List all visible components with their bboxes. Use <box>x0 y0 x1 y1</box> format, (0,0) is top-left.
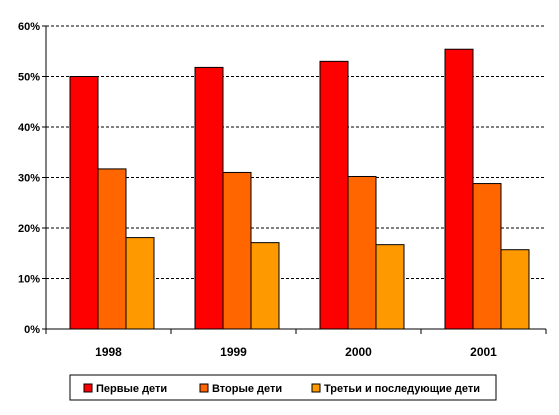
legend: Первые дети Вторые дети Третьи и последующ… <box>69 374 497 401</box>
y-tick-label: 40% <box>18 122 40 134</box>
bar-третьи-1998 <box>125 237 155 330</box>
bar-первые-1999 <box>194 66 224 330</box>
x-tick-label: 1998 <box>95 345 122 359</box>
x-tick-label: 1999 <box>220 345 247 359</box>
legend-swatch <box>199 383 209 393</box>
bar-первые-2001 <box>444 48 474 330</box>
bar-первые-2000 <box>319 60 349 330</box>
bar-вторые-1998 <box>97 168 127 330</box>
y-tick-label: 50% <box>18 72 40 84</box>
bar-вторые-2001 <box>472 183 502 330</box>
y-tick-label: 0% <box>24 324 40 336</box>
x-axis-ticks: 1998 1999 2000 2001 <box>95 345 497 359</box>
bar-третьи-1999 <box>250 242 280 330</box>
legend-swatch <box>83 383 93 393</box>
legend-label: Третьи и последующие дети <box>324 383 480 395</box>
bar-вторые-2000 <box>347 175 377 330</box>
y-tick-label: 30% <box>18 173 40 185</box>
axes <box>42 25 547 334</box>
bar-вторые-1999 <box>222 171 252 330</box>
x-tick-label: 2001 <box>470 345 497 359</box>
bar-первые-1998 <box>69 76 99 330</box>
y-tick-label: 20% <box>18 223 40 235</box>
y-tick-label: 60% <box>18 21 40 33</box>
y-tick-label: 10% <box>18 274 40 286</box>
legend-frame <box>69 374 497 401</box>
bar-третьи-2001 <box>500 249 530 330</box>
x-tick-label: 2000 <box>345 345 372 359</box>
legend-label: Первые дети <box>96 383 167 395</box>
y-axis-ticks: 0% 10% 20% 30% 40% 50% 60% <box>18 21 40 336</box>
legend-swatch <box>311 383 321 393</box>
bars <box>69 48 530 330</box>
legend-label: Вторые дети <box>212 383 282 395</box>
bar-третьи-2000 <box>375 244 405 330</box>
